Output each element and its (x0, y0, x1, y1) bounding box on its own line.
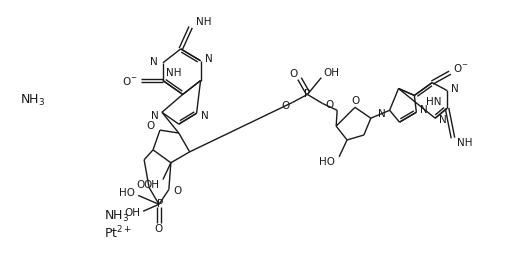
Text: O: O (281, 101, 290, 111)
Text: O: O (325, 100, 333, 110)
Text: N: N (439, 115, 447, 125)
Text: NH: NH (166, 68, 181, 78)
Text: NH$_3$: NH$_3$ (103, 209, 129, 224)
Text: P: P (304, 89, 310, 100)
Text: N: N (201, 111, 208, 121)
Text: OH: OH (143, 180, 159, 189)
Text: Pt$^{2+}$: Pt$^{2+}$ (103, 225, 132, 241)
Text: O: O (352, 96, 360, 106)
Text: NH$_3$: NH$_3$ (20, 93, 46, 108)
Text: NH: NH (457, 138, 472, 148)
Text: O$^{-}$: O$^{-}$ (453, 62, 469, 74)
Text: O: O (147, 121, 155, 131)
Text: NH: NH (195, 17, 211, 27)
Text: N: N (420, 105, 428, 115)
Text: HO: HO (319, 157, 335, 167)
Text: O: O (155, 224, 163, 234)
Text: P: P (157, 199, 163, 209)
Text: N: N (205, 54, 212, 64)
Text: O: O (137, 180, 145, 189)
Text: N: N (150, 57, 158, 67)
Text: N: N (151, 111, 159, 121)
Text: N: N (378, 109, 386, 119)
Text: HN: HN (426, 97, 441, 107)
Text: O: O (174, 186, 182, 196)
Text: OH: OH (124, 208, 140, 218)
Text: N: N (451, 84, 459, 94)
Text: O$^{-}$: O$^{-}$ (122, 75, 137, 87)
Text: HO: HO (119, 188, 135, 199)
Text: O: O (289, 69, 298, 79)
Text: OH: OH (323, 68, 340, 78)
